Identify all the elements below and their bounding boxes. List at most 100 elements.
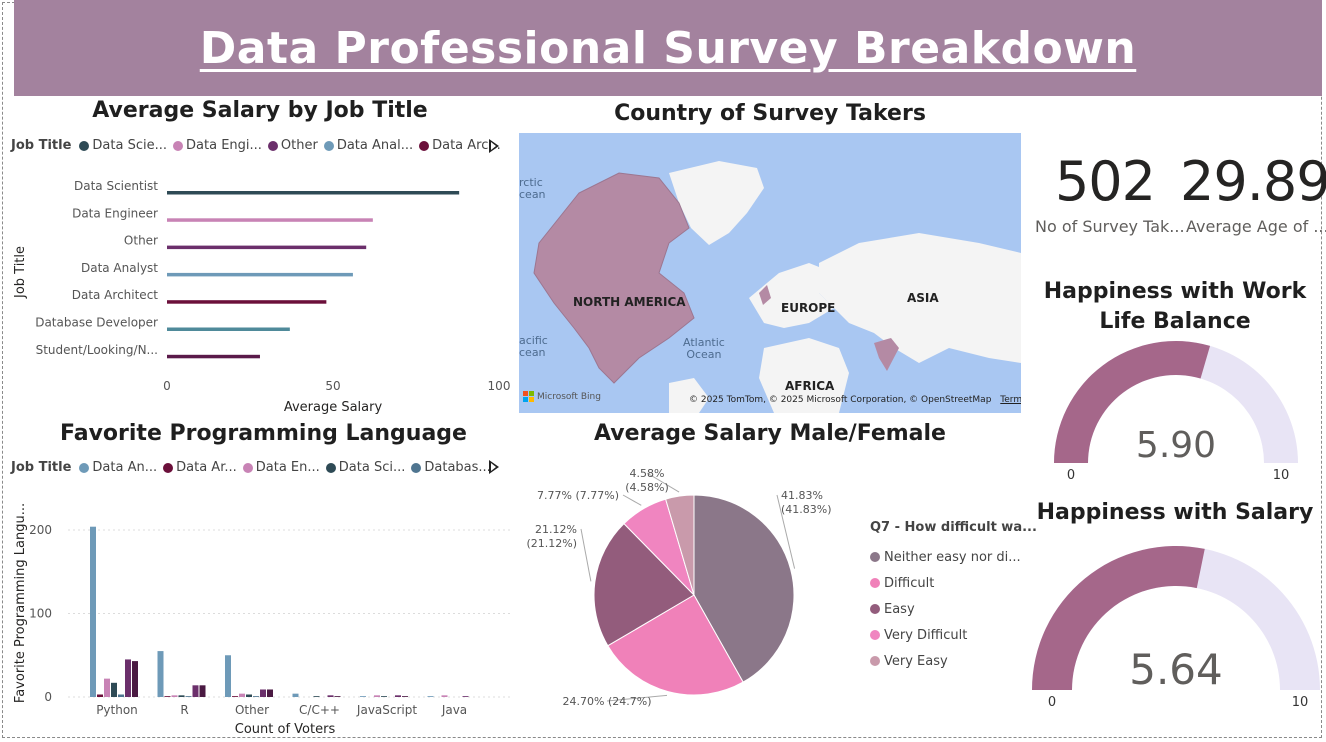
column[interactable] bbox=[90, 526, 96, 697]
gauge-work-life[interactable]: 5.90 0 10 bbox=[1040, 335, 1310, 490]
legend-next-arrow-icon[interactable] bbox=[489, 460, 499, 474]
column[interactable] bbox=[125, 659, 131, 697]
legend-item[interactable]: Data Anal... bbox=[323, 138, 413, 153]
legend-item[interactable]: Data Arc... bbox=[419, 138, 501, 153]
column[interactable] bbox=[104, 678, 110, 697]
kpi-survey-count-label: No of Survey Tak... bbox=[1035, 217, 1185, 236]
column[interactable] bbox=[334, 696, 341, 697]
column[interactable] bbox=[381, 696, 387, 697]
pie-leader-line bbox=[622, 494, 642, 506]
column[interactable] bbox=[178, 695, 185, 697]
column[interactable] bbox=[118, 694, 124, 697]
column[interactable] bbox=[132, 661, 138, 697]
salary-by-job-legend[interactable]: Job Title Data Scie... Data Engi... Other D… bbox=[11, 138, 507, 153]
gauge-max-label: 10 bbox=[1273, 468, 1290, 483]
y-tick-label: Database Developer bbox=[35, 316, 158, 330]
column[interactable] bbox=[360, 696, 366, 697]
pie-slice[interactable] bbox=[607, 594, 744, 696]
column[interactable] bbox=[253, 696, 259, 697]
legend-title: Job Title bbox=[11, 138, 72, 153]
legend-next-arrow-icon[interactable] bbox=[489, 139, 499, 153]
column[interactable] bbox=[313, 696, 320, 697]
legend-dot-icon bbox=[870, 630, 880, 640]
column[interactable] bbox=[374, 695, 380, 697]
pie-slice[interactable] bbox=[693, 494, 795, 683]
column[interactable] bbox=[192, 685, 199, 697]
bar[interactable] bbox=[167, 354, 260, 359]
gauge-fill bbox=[1032, 546, 1205, 690]
map-label-atlantic-ocean: Atlantic Ocean bbox=[683, 336, 725, 361]
column[interactable] bbox=[171, 695, 178, 697]
legend-item[interactable]: Data Sci... bbox=[325, 460, 405, 475]
column[interactable] bbox=[199, 685, 206, 697]
column[interactable] bbox=[292, 693, 299, 697]
column[interactable] bbox=[441, 695, 448, 697]
column[interactable] bbox=[97, 694, 103, 697]
map-label-africa: AFRICA bbox=[785, 379, 835, 393]
pie-legend[interactable]: Q7 - How difficult wa... Neither easy no… bbox=[870, 520, 1037, 674]
gauge-salary-title: Happiness with Salary bbox=[1036, 500, 1314, 525]
gauge-salary[interactable]: 5.64 0 10 bbox=[1022, 540, 1322, 720]
salary-by-job-chart[interactable]: Data Scientist Data Engineer Other Data Ana… bbox=[0, 160, 515, 420]
salary-by-job-title: Average Salary by Job Title bbox=[92, 98, 428, 123]
bar[interactable] bbox=[167, 300, 327, 304]
column[interactable] bbox=[225, 655, 231, 697]
column[interactable] bbox=[427, 696, 434, 697]
pie-legend-item[interactable]: Very Difficult bbox=[870, 622, 1037, 648]
bar[interactable] bbox=[167, 218, 373, 222]
programming-chart[interactable]: 0 100 200 Python R Other C/C++ JavaScript Java Co… bbox=[0, 485, 515, 740]
column[interactable] bbox=[327, 695, 334, 697]
pie-legend-item[interactable]: Easy bbox=[870, 596, 1037, 622]
gauge-min-label: 0 bbox=[1067, 468, 1075, 483]
bar[interactable] bbox=[167, 245, 367, 250]
x-tick-label: 0 bbox=[163, 379, 171, 393]
gauge-min-label: 0 bbox=[1048, 695, 1056, 710]
bar[interactable] bbox=[167, 272, 353, 277]
legend-item[interactable]: Databas... bbox=[411, 460, 491, 475]
pie-legend-item[interactable]: Very Easy bbox=[870, 648, 1037, 674]
map-attribution-text: © 2025 TomTom, © 2025 Microsoft Corporat… bbox=[689, 395, 992, 405]
map-title: Country of Survey Takers bbox=[614, 101, 926, 126]
column[interactable] bbox=[246, 694, 252, 697]
legend-item[interactable]: Data Engi... bbox=[173, 138, 262, 153]
legend-dot-icon bbox=[323, 140, 334, 151]
column[interactable] bbox=[395, 695, 401, 697]
gauge-value: 5.90 bbox=[1136, 425, 1216, 466]
map-terms-link[interactable]: Terms bbox=[1000, 395, 1021, 405]
pie-legend-item[interactable]: Neither easy nor di... bbox=[870, 544, 1037, 570]
column[interactable] bbox=[111, 682, 117, 697]
column[interactable] bbox=[185, 696, 192, 697]
gauge-value: 5.64 bbox=[1129, 645, 1223, 694]
column[interactable] bbox=[157, 651, 164, 697]
column[interactable] bbox=[260, 689, 266, 697]
gauge-max-label: 10 bbox=[1292, 695, 1309, 710]
column[interactable] bbox=[267, 689, 273, 697]
bar[interactable] bbox=[167, 327, 290, 332]
legend-dot-icon bbox=[870, 552, 880, 562]
survey-country-map[interactable]: NORTH AMERICA EUROPE ASIA AFRICA rctic c… bbox=[519, 133, 1021, 413]
legend-item[interactable]: Data En... bbox=[242, 460, 320, 475]
pie-slice[interactable] bbox=[593, 522, 695, 647]
map-label-pacific-ocean: acific cean bbox=[519, 334, 548, 359]
map-label-north-america: NORTH AMERICA bbox=[573, 295, 686, 309]
pie-data-label: 4.58% (4.58%) bbox=[625, 467, 669, 494]
pie-legend-item[interactable]: Difficult bbox=[870, 570, 1037, 596]
column[interactable] bbox=[232, 696, 238, 697]
pie-slice[interactable] bbox=[664, 494, 695, 596]
legend-item[interactable]: Other bbox=[267, 138, 318, 153]
programming-legend[interactable]: Job Title Data An... Data Ar... Data En...… bbox=[11, 460, 497, 475]
column[interactable] bbox=[239, 693, 245, 697]
column[interactable] bbox=[402, 696, 408, 697]
column[interactable] bbox=[164, 696, 171, 697]
kpi-avg-age-value: 29.89 bbox=[1180, 150, 1326, 213]
legend-title: Job Title bbox=[11, 460, 72, 475]
x-tick-label: C/C++ bbox=[299, 703, 340, 717]
legend-item[interactable]: Data Scie... bbox=[79, 138, 167, 153]
bar[interactable] bbox=[167, 191, 460, 195]
programming-title: Favorite Programming Language bbox=[60, 421, 467, 446]
legend-label: Data Ar... bbox=[176, 460, 237, 475]
legend-item[interactable]: Data An... bbox=[79, 460, 157, 475]
column[interactable] bbox=[462, 696, 469, 697]
legend-item[interactable]: Data Ar... bbox=[163, 460, 237, 475]
gender-salary-pie-chart[interactable]: 41.83% (41.83%) 24.70% (24.7%) 21.12% (21.12… bbox=[519, 455, 869, 735]
